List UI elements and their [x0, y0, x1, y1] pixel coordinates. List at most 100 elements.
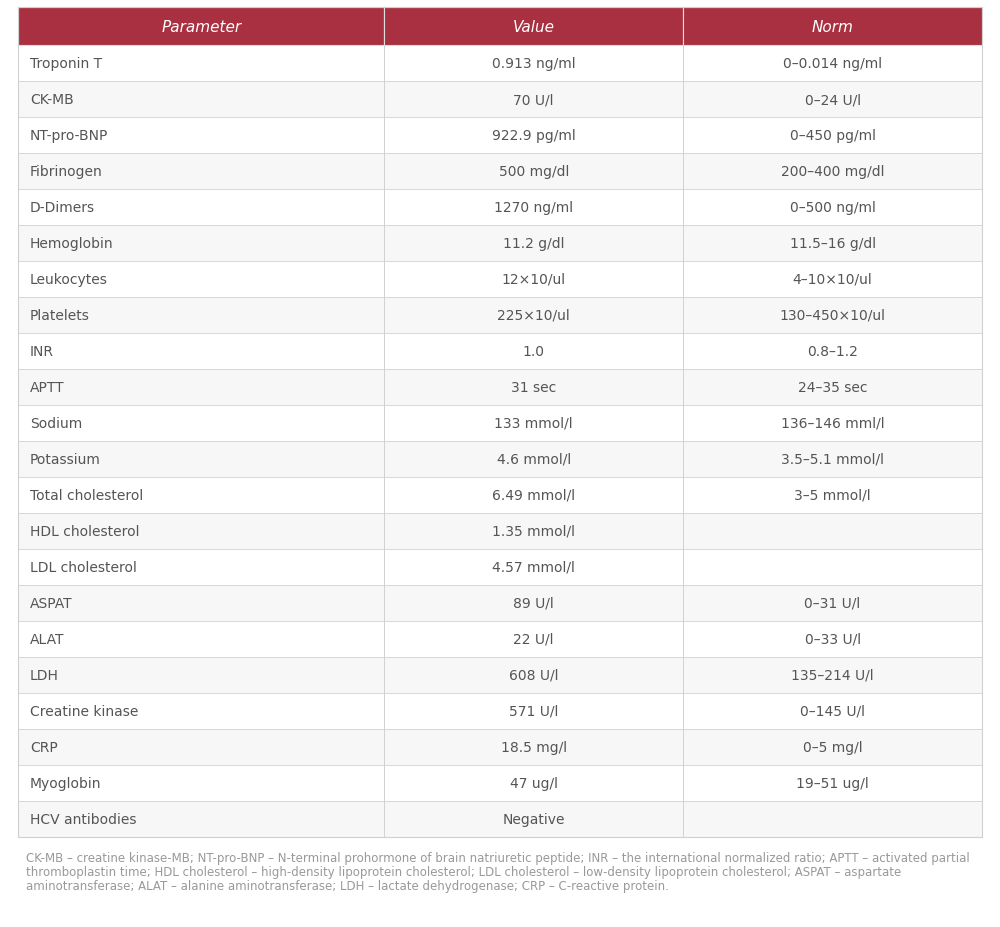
Text: Norm: Norm: [812, 19, 854, 34]
Text: Total cholesterol: Total cholesterol: [30, 489, 143, 502]
Bar: [384, 370, 683, 405]
Bar: [683, 261, 982, 298]
Bar: [384, 226, 683, 261]
Text: 0–24 U/l: 0–24 U/l: [805, 93, 861, 107]
Text: 0–0.014 ng/ml: 0–0.014 ng/ml: [783, 57, 882, 71]
Text: 0.913 ng/ml: 0.913 ng/ml: [492, 57, 576, 71]
Text: thromboplastin time; HDL cholesterol – high-density lipoprotein cholesterol; LDL: thromboplastin time; HDL cholesterol – h…: [26, 865, 901, 878]
Text: D-Dimers: D-Dimers: [30, 201, 95, 215]
Text: Platelets: Platelets: [30, 309, 90, 323]
Text: 571 U/l: 571 U/l: [509, 705, 558, 718]
Text: 0–33 U/l: 0–33 U/l: [805, 632, 861, 646]
Bar: [18, 477, 384, 514]
Text: ALAT: ALAT: [30, 632, 64, 646]
Text: Leukocytes: Leukocytes: [30, 273, 108, 286]
Bar: [384, 801, 683, 837]
Text: 0.8–1.2: 0.8–1.2: [807, 345, 858, 359]
Text: 0–145 U/l: 0–145 U/l: [800, 705, 865, 718]
Text: 0–31 U/l: 0–31 U/l: [804, 596, 861, 610]
Bar: [683, 801, 982, 837]
Bar: [18, 514, 384, 550]
Bar: [683, 477, 982, 514]
Text: 3.5–5.1 mmol/l: 3.5–5.1 mmol/l: [781, 452, 884, 466]
Bar: [384, 514, 683, 550]
Bar: [384, 190, 683, 226]
Bar: [683, 370, 982, 405]
Text: 922.9 pg/ml: 922.9 pg/ml: [492, 129, 576, 143]
Bar: [683, 8, 982, 46]
Bar: [18, 154, 384, 190]
Bar: [18, 46, 384, 82]
Bar: [683, 298, 982, 334]
Text: Sodium: Sodium: [30, 416, 82, 430]
Bar: [18, 405, 384, 441]
Text: 4–10×10/ul: 4–10×10/ul: [793, 273, 872, 286]
Text: 12×10/ul: 12×10/ul: [502, 273, 566, 286]
Text: 133 mmol/l: 133 mmol/l: [494, 416, 573, 430]
Bar: [683, 190, 982, 226]
Text: 0–5 mg/l: 0–5 mg/l: [803, 740, 862, 755]
Text: 4.6 mmol/l: 4.6 mmol/l: [497, 452, 571, 466]
Bar: [18, 765, 384, 801]
Text: 1.35 mmol/l: 1.35 mmol/l: [492, 525, 575, 539]
Text: NT-pro-BNP: NT-pro-BNP: [30, 129, 108, 143]
Bar: [683, 730, 982, 765]
Bar: [384, 693, 683, 730]
Text: LDL cholesterol: LDL cholesterol: [30, 561, 137, 575]
Text: 22 U/l: 22 U/l: [513, 632, 554, 646]
Bar: [384, 8, 683, 46]
Bar: [683, 514, 982, 550]
Text: 0–450 pg/ml: 0–450 pg/ml: [790, 129, 876, 143]
Bar: [18, 693, 384, 730]
Bar: [18, 621, 384, 657]
Bar: [683, 154, 982, 190]
Text: 70 U/l: 70 U/l: [513, 93, 554, 107]
Bar: [683, 441, 982, 477]
Bar: [384, 657, 683, 693]
Bar: [683, 657, 982, 693]
Bar: [683, 226, 982, 261]
Text: 136–146 mml/l: 136–146 mml/l: [781, 416, 884, 430]
Text: 6.49 mmol/l: 6.49 mmol/l: [492, 489, 575, 502]
Text: 225×10/ul: 225×10/ul: [497, 309, 570, 323]
Text: aminotransferase; ALAT – alanine aminotransferase; LDH – lactate dehydrogenase; : aminotransferase; ALAT – alanine aminotr…: [26, 879, 669, 892]
Text: 19–51 ug/l: 19–51 ug/l: [796, 776, 869, 790]
Bar: [683, 334, 982, 370]
Bar: [18, 298, 384, 334]
Text: Value: Value: [513, 19, 555, 34]
Text: 0–500 ng/ml: 0–500 ng/ml: [790, 201, 876, 215]
Bar: [18, 801, 384, 837]
Bar: [683, 585, 982, 621]
Text: HDL cholesterol: HDL cholesterol: [30, 525, 140, 539]
Bar: [384, 261, 683, 298]
Text: CRP: CRP: [30, 740, 58, 755]
Text: 31 sec: 31 sec: [511, 381, 556, 395]
Text: CK-MB: CK-MB: [30, 93, 74, 107]
Text: 11.5–16 g/dl: 11.5–16 g/dl: [790, 236, 876, 250]
Text: CK-MB – creatine kinase-MB; NT-pro-BNP – N-terminal prohormone of brain natriure: CK-MB – creatine kinase-MB; NT-pro-BNP –…: [26, 851, 970, 864]
Bar: [18, 118, 384, 154]
Text: 24–35 sec: 24–35 sec: [798, 381, 867, 395]
Text: Myoglobin: Myoglobin: [30, 776, 102, 790]
Text: Creatine kinase: Creatine kinase: [30, 705, 138, 718]
Text: 89 U/l: 89 U/l: [513, 596, 554, 610]
Text: HCV antibodies: HCV antibodies: [30, 812, 136, 826]
Bar: [18, 730, 384, 765]
Bar: [384, 477, 683, 514]
Text: LDH: LDH: [30, 668, 59, 682]
Bar: [384, 405, 683, 441]
Text: 18.5 mg/l: 18.5 mg/l: [501, 740, 567, 755]
Text: Negative: Negative: [502, 812, 565, 826]
Bar: [18, 334, 384, 370]
Text: Fibrinogen: Fibrinogen: [30, 165, 103, 179]
Bar: [384, 334, 683, 370]
Bar: [18, 82, 384, 118]
Bar: [384, 82, 683, 118]
Bar: [384, 46, 683, 82]
Text: Potassium: Potassium: [30, 452, 101, 466]
Bar: [384, 298, 683, 334]
Bar: [18, 261, 384, 298]
Bar: [18, 550, 384, 585]
Bar: [384, 550, 683, 585]
Bar: [18, 585, 384, 621]
